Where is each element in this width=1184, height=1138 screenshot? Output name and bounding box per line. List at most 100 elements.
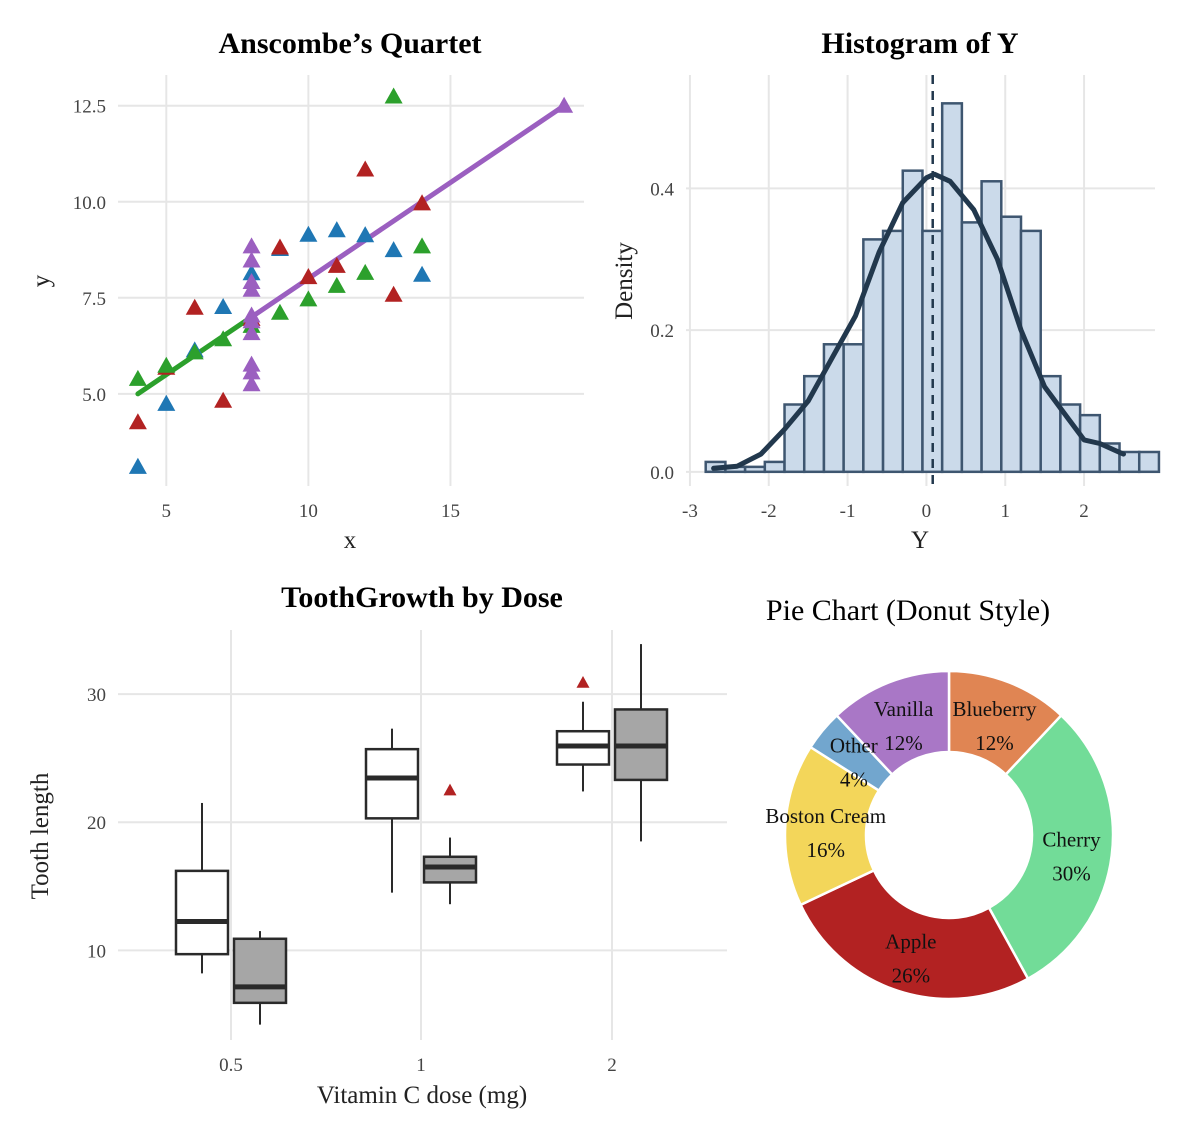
histogram-bar: [842, 343, 865, 474]
anscombe-y-tick: 5.0: [82, 385, 106, 406]
donut-slice: [783, 745, 881, 907]
anscombe-y-label: y: [28, 274, 55, 287]
histogram-bar: [1137, 450, 1161, 474]
anscombe-point: [214, 391, 233, 408]
anscombe-x-tick: 15: [441, 501, 460, 522]
histogram-x-tick: 2: [1079, 501, 1089, 522]
anscombe-point: [299, 225, 318, 242]
donut-slice-label: Boston Cream: [765, 804, 886, 828]
histogram-y-tick: 0.4: [650, 179, 674, 200]
donut-slice: [798, 868, 1030, 1001]
anscombe-points: [128, 87, 574, 474]
anscombe-point: [128, 457, 147, 474]
anscombe-point: [327, 256, 346, 273]
boxplot-title: ToothGrowth by Dose: [281, 581, 563, 614]
donut-slice: [987, 713, 1115, 981]
histogram-x-tick: -2: [761, 501, 777, 522]
histogram-density-curve: [711, 171, 1126, 471]
anscombe-point: [242, 375, 261, 392]
histogram-x-tick: 0: [922, 501, 932, 522]
donut-slice-label: Blueberry: [952, 697, 1036, 721]
histogram-x-label: Y: [911, 527, 929, 554]
anscombe-point: [356, 226, 375, 243]
boxplot-outlier: [576, 676, 590, 688]
anscombe-panel: Anscombe’s Quartet 5 10 15 5.0 7.5 10.0 12.5 x…: [28, 27, 584, 554]
boxplot-x-tick: 0.5: [219, 1055, 243, 1076]
histogram-density-curve: [711, 171, 1126, 471]
histogram-ticks: -3 -2 -1 0 1 2 0.0 0.2 0.4: [650, 179, 1089, 522]
histogram-bar: [960, 221, 983, 474]
anscombe-point: [214, 330, 233, 347]
donut-slice-percent: 4%: [840, 767, 868, 791]
histogram-panel: Histogram of Y -3 -2 -1 0 1 2 0.0 0.2 0.4 Y Dens…: [611, 27, 1161, 554]
donut-slice-percent: 30%: [1052, 861, 1091, 885]
anscombe-point: [384, 87, 403, 104]
anscombe-point: [242, 324, 261, 341]
boxplot-box: [174, 869, 230, 956]
boxplot-ticks: 0.5 1 2 10 20 30: [87, 685, 617, 1076]
anscombe-y-tick: 7.5: [82, 289, 106, 310]
histogram-y-tick: 0.0: [650, 463, 674, 484]
anscombe-y-tick: 12.5: [73, 97, 106, 118]
donut-slice-percent: 26%: [892, 963, 931, 987]
donut-slice-percent: 16%: [806, 838, 845, 862]
anscombe-point: [270, 303, 289, 320]
anscombe-point: [299, 290, 318, 307]
anscombe-point: [242, 363, 261, 380]
anscombe-point: [214, 298, 233, 315]
anscombe-fit-line: [249, 103, 567, 320]
boxplot-y-tick: 30: [87, 685, 106, 706]
histogram-x-tick: -1: [840, 501, 856, 522]
histogram-y-tick: 0.2: [650, 321, 674, 342]
anscombe-y-tick: 10.0: [73, 193, 106, 214]
histogram-x-tick: -3: [682, 501, 698, 522]
histogram-y-label: Density: [611, 242, 638, 320]
donut-slice-percent: 12%: [975, 731, 1014, 755]
histogram-title: Histogram of Y: [821, 27, 1019, 60]
anscombe-ticks: 5 10 15 5.0 7.5 10.0 12.5: [73, 97, 460, 522]
anscombe-x-tick: 10: [299, 501, 318, 522]
donut-labels: Blueberry 12% Cherry 30% Apple 26% Boston Crea…: [765, 697, 1101, 987]
histogram-bar: [940, 102, 964, 474]
anscombe-point: [413, 265, 432, 282]
histogram-bar: [1039, 374, 1062, 474]
donut-slice-label: Cherry: [1042, 827, 1101, 851]
anscombe-x-tick: 5: [162, 501, 172, 522]
donut-slice-label: Apple: [885, 929, 936, 953]
histogram-bar: [743, 465, 767, 474]
boxplot-x-label: Vitamin C dose (mg): [317, 1082, 527, 1109]
boxplot-x-tick: 1: [416, 1055, 426, 1076]
boxplot-box: [364, 747, 420, 820]
anscombe-point: [185, 343, 204, 360]
anscombe-title: Anscombe’s Quartet: [218, 27, 481, 60]
anscombe-point: [384, 285, 403, 302]
anscombe-point: [327, 221, 346, 238]
donut-title: Pie Chart (Donut Style): [766, 594, 1050, 627]
boxplot-y-tick: 10: [87, 941, 106, 962]
boxplot-x-tick: 2: [607, 1055, 617, 1076]
anscombe-point: [242, 237, 261, 254]
donut-slice-percent: 12%: [884, 731, 923, 755]
anscombe-point: [555, 96, 574, 113]
anscombe-point: [327, 276, 346, 293]
boxplot-panel: ToothGrowth by Dose 0.5 1 2 10 20 30 Vitamin …: [27, 581, 727, 1109]
anscombe-point: [413, 194, 432, 211]
anscombe-point: [242, 312, 261, 329]
anscombe-point: [299, 268, 318, 285]
boxplot-grid: [118, 630, 727, 1040]
histogram-bar: [881, 229, 905, 474]
histogram-bar: [980, 180, 1003, 474]
anscombe-point: [128, 413, 147, 430]
boxplot-boxes: [174, 644, 669, 1025]
donut-slice-label: Vanilla: [874, 697, 934, 721]
boxplot-box: [232, 937, 288, 1005]
anscombe-point: [157, 356, 176, 373]
donut-slices: [783, 669, 1115, 1001]
anscombe-x-label: x: [344, 527, 357, 554]
anscombe-point: [270, 238, 289, 255]
anscombe-fit-lines: [135, 103, 567, 397]
anscombe-point: [413, 237, 432, 254]
histogram-bar: [901, 169, 924, 474]
anscombe-point: [185, 298, 204, 315]
